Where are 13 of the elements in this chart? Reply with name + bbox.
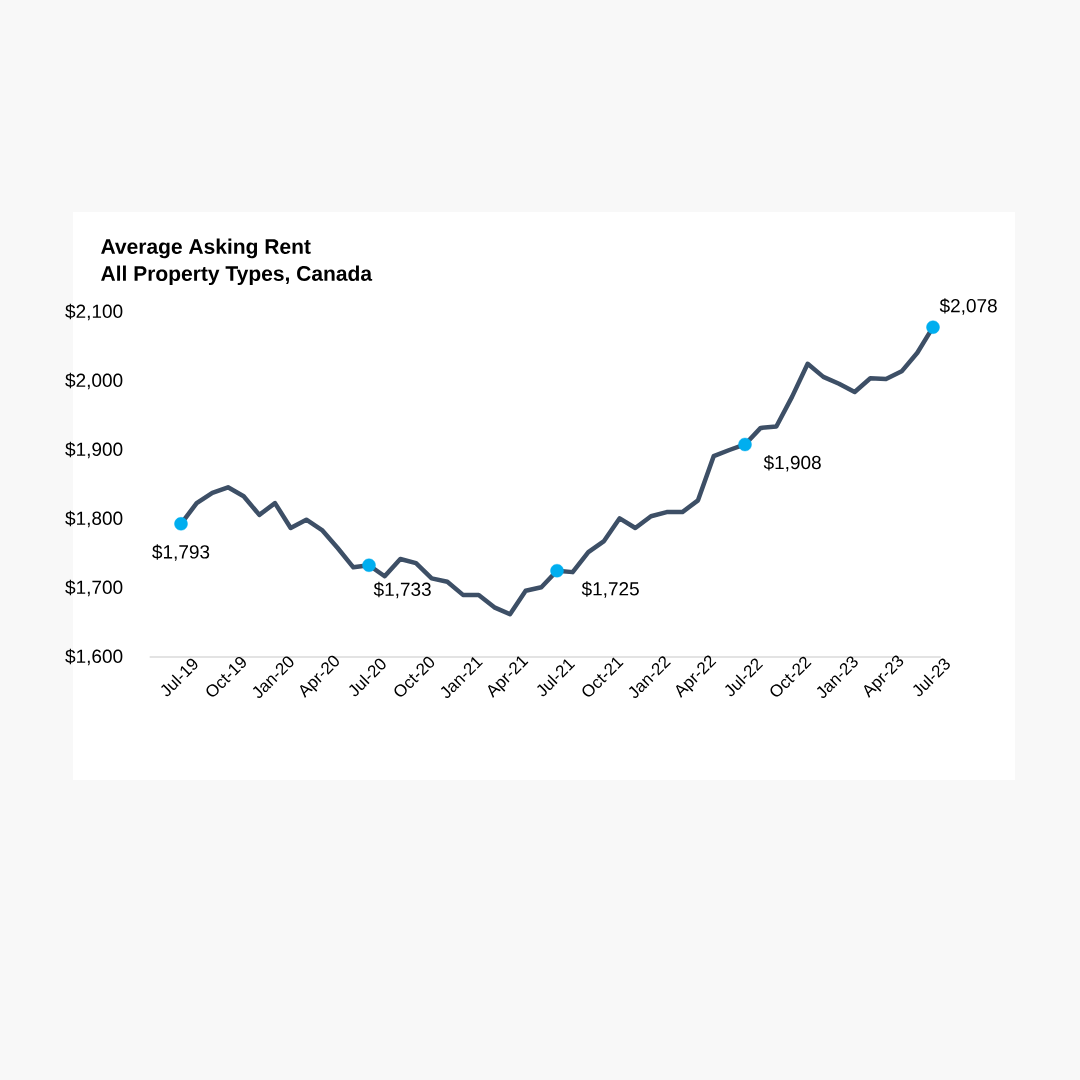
chart-subtitle: All Property Types, Canada (101, 265, 373, 286)
data-label: $1,725 (581, 581, 639, 598)
chart-title: Average Asking Rent (101, 238, 311, 259)
y-tick-label: $2,000 (65, 372, 123, 390)
y-tick-label: $1,700 (65, 579, 123, 597)
y-tick-label: $1,800 (65, 510, 123, 528)
data-label: $1,793 (152, 544, 210, 561)
data-label: $1,733 (373, 581, 431, 599)
y-tick-label: $1,600 (65, 648, 123, 666)
y-tick-label: $2,100 (65, 303, 123, 321)
y-tick-label: $1,900 (65, 441, 123, 459)
data-label: $1,908 (763, 455, 821, 472)
data-label: $2,078 (939, 298, 997, 315)
